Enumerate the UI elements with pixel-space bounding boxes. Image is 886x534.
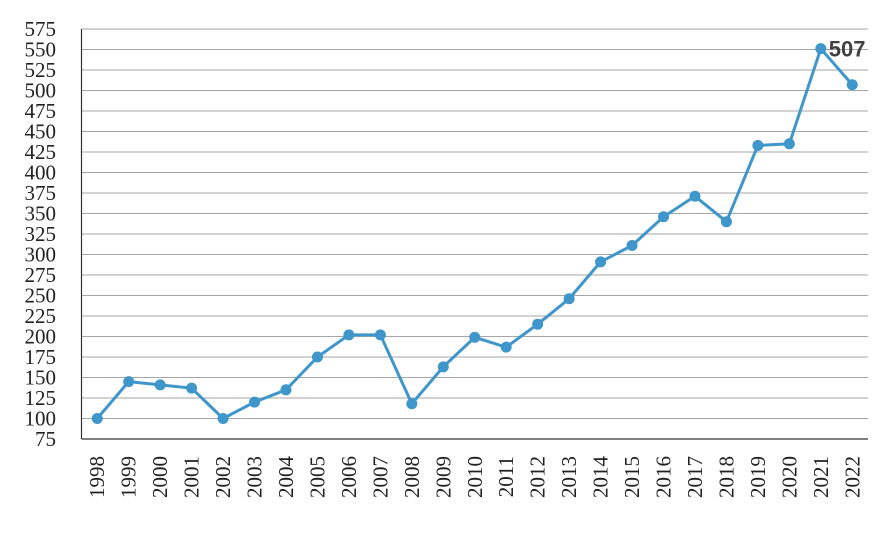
y-tick-label: 450 — [25, 120, 57, 144]
x-tick-label: 2022 — [840, 456, 864, 498]
data-point — [815, 43, 827, 55]
y-tick-label: 475 — [25, 99, 57, 123]
y-tick-label: 325 — [25, 222, 57, 246]
x-tick-label: 2018 — [714, 456, 738, 498]
x-tick-label: 2011 — [494, 456, 518, 497]
x-tick-label: 2020 — [777, 456, 801, 498]
x-tick-label: 2005 — [305, 456, 329, 498]
y-tick-label: 525 — [25, 58, 57, 82]
y-tick-label: 425 — [25, 140, 57, 164]
data-point — [280, 384, 292, 396]
y-tick-label: 500 — [25, 79, 57, 103]
data-point — [563, 293, 575, 305]
x-tick-label: 1999 — [117, 456, 141, 498]
y-tick-label: 75 — [35, 427, 56, 451]
data-point — [532, 318, 544, 330]
y-tick-label: 150 — [25, 366, 57, 390]
x-tick-label: 1998 — [85, 456, 109, 498]
data-point — [249, 396, 261, 408]
x-tick-label: 2015 — [620, 456, 644, 498]
data-point — [343, 329, 355, 341]
x-tick-label: 2002 — [211, 456, 235, 498]
y-tick-label: 275 — [25, 263, 57, 287]
x-tick-label: 2019 — [746, 456, 770, 498]
data-point — [595, 256, 607, 268]
data-point — [626, 239, 638, 251]
x-tick-label: 2009 — [431, 456, 455, 498]
x-tick-label: 2007 — [368, 456, 392, 498]
x-tick-label: 2010 — [463, 456, 487, 498]
y-tick-label: 375 — [25, 181, 57, 205]
y-tick-label: 400 — [25, 161, 57, 185]
x-tick-label: 2003 — [243, 456, 267, 498]
data-point — [91, 413, 103, 424]
x-tick-label: 2008 — [400, 456, 424, 498]
y-tick-label: 225 — [25, 304, 57, 328]
data-point — [406, 398, 418, 410]
x-tick-label: 2014 — [589, 456, 613, 499]
data-point — [846, 79, 858, 91]
data-point — [154, 379, 166, 391]
data-point — [720, 216, 732, 228]
x-tick-label: 2004 — [274, 456, 298, 499]
y-tick-label: 175 — [25, 345, 57, 369]
data-point — [783, 138, 795, 150]
y-tick-label: 250 — [25, 284, 57, 308]
data-point — [689, 190, 701, 202]
x-tick-label: 2016 — [652, 456, 676, 498]
x-tick-label: 2017 — [683, 456, 707, 498]
x-tick-label: 2012 — [526, 456, 550, 498]
data-point — [658, 211, 670, 223]
data-point — [469, 331, 481, 343]
y-tick-label: 200 — [25, 325, 57, 349]
y-tick-label: 100 — [25, 407, 57, 431]
x-tick-label: 2001 — [180, 456, 204, 498]
y-tick-label: 300 — [25, 243, 57, 267]
x-tick-label: 2000 — [148, 456, 172, 498]
x-tick-label: 2021 — [809, 456, 833, 498]
x-tick-label: 2006 — [337, 456, 361, 498]
y-tick-label: 125 — [25, 386, 57, 410]
data-point — [123, 376, 135, 388]
data-point — [374, 329, 386, 341]
y-tick-label: 550 — [25, 38, 57, 62]
y-tick-label: 350 — [25, 202, 57, 226]
y-tick-label: 575 — [25, 17, 57, 41]
data-point — [500, 341, 512, 353]
data-point — [437, 361, 449, 373]
data-point — [217, 413, 229, 424]
data-point — [752, 139, 764, 151]
data-point — [186, 382, 198, 394]
data-point — [311, 351, 323, 363]
data-label: 507 — [829, 37, 866, 62]
x-tick-label: 2013 — [557, 456, 581, 498]
